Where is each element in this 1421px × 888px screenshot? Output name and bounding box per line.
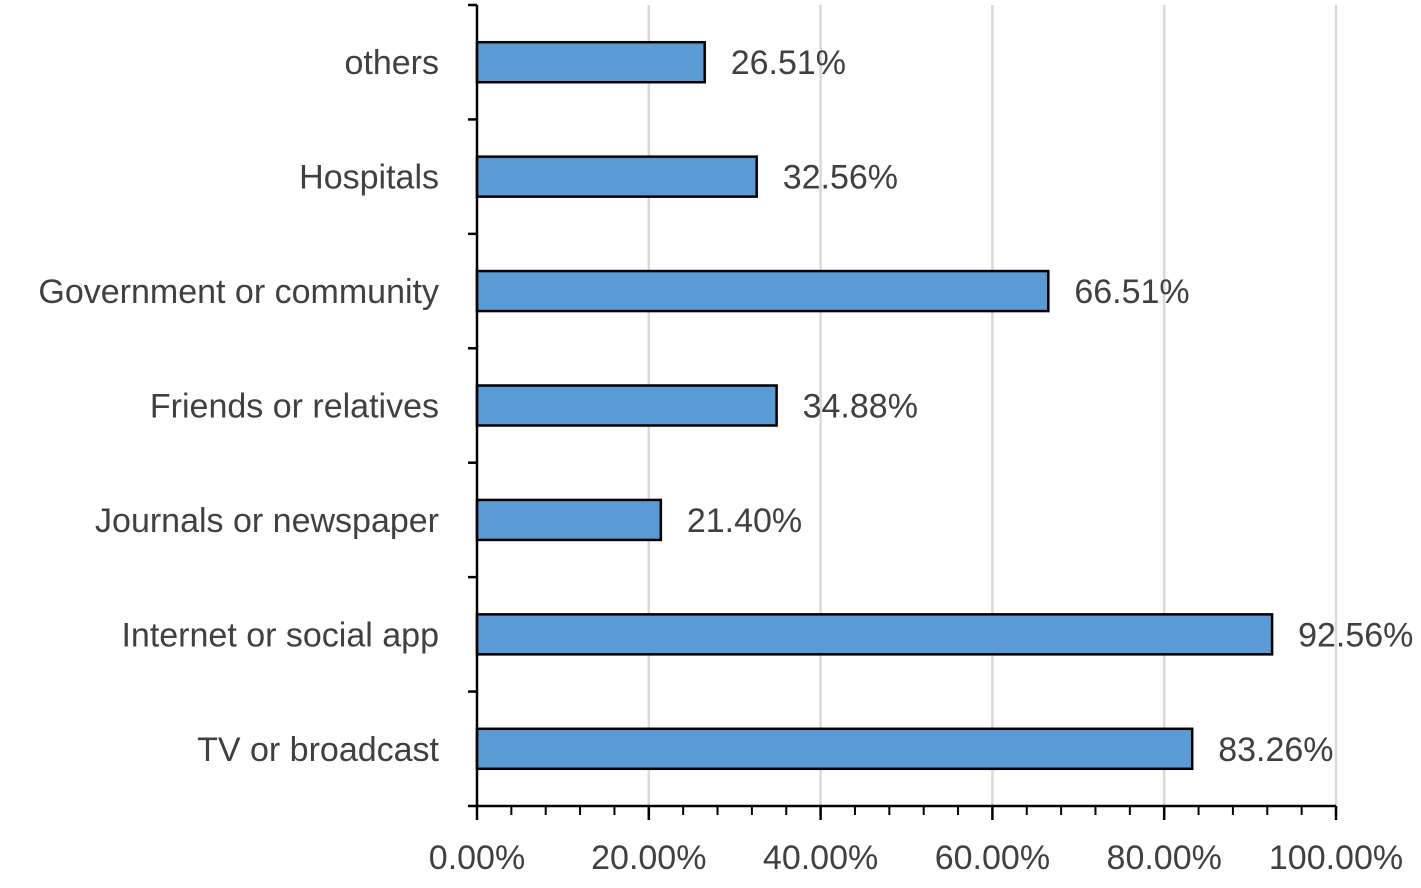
category-label-4: Journals or newspaper [95,502,439,540]
value-label-0: 26.51% [731,44,846,82]
labels: 26.51% others 32.56% Hospitals 66.51% Governm… [38,44,1413,877]
axes [468,3,1338,820]
gridlines [647,5,1338,806]
category-label-5: Internet or social app [121,616,439,654]
category-label-2: Government or community [38,273,439,311]
bar-2 [475,269,1050,313]
bar-0 [475,40,706,84]
x-tick-label-3: 60.00% [935,839,1050,877]
x-tick-label-2: 40.00% [763,839,878,877]
bar-6 [475,727,1194,771]
category-label-1: Hospitals [299,159,439,197]
x-tick-label-0: 0.00% [429,839,525,877]
bar-4 [475,498,663,542]
category-label-6: TV or broadcast [197,731,439,769]
value-label-6: 83.26% [1218,731,1333,769]
value-label-1: 32.56% [783,159,898,197]
bar-1 [475,155,758,198]
x-tick-label-4: 80.00% [1107,839,1222,877]
value-label-2: 66.51% [1074,273,1189,311]
value-label-5: 92.56% [1298,616,1413,654]
bar-5 [475,613,1274,656]
x-tick-label-1: 20.00% [591,839,706,877]
bar-3 [475,384,778,427]
value-label-3: 34.88% [803,388,918,426]
x-tick-label-5: 100.00% [1269,839,1403,877]
category-label-3: Friends or relatives [150,388,439,426]
category-label-0: others [345,44,440,82]
value-label-4: 21.40% [687,502,802,540]
